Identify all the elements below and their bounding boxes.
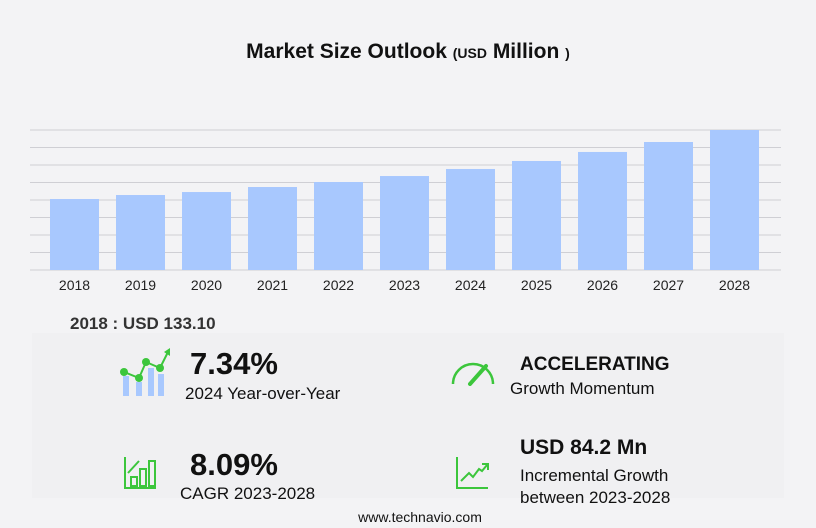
chart-title: Market Size Outlook (USD Million ) [0, 40, 816, 64]
cagr-label: CAGR 2023-2028 [180, 484, 316, 503]
x-tick-label: 2020 [191, 277, 222, 293]
title-paren: ) [565, 45, 570, 61]
bar-2023 [380, 176, 429, 270]
x-tick-label: 2018 [59, 277, 90, 293]
speedometer-icon [451, 362, 495, 386]
incremental-period: between 2023-2028 [520, 488, 671, 507]
x-tick-label: 2026 [587, 277, 618, 293]
x-tick-label: 2022 [323, 277, 354, 293]
incremental-value: USD 84.2 Mn [520, 436, 648, 459]
title-main: Market Size Outlook [246, 40, 447, 63]
bar-chart: 2018 2019 2020 2021 2022 2023 2024 2025 2026 2027… [30, 129, 781, 293]
title-unit: USD [457, 45, 487, 61]
title-rest: Million [492, 40, 560, 63]
title-paren: ( [452, 45, 458, 61]
bar-2020 [182, 192, 231, 270]
cagr-value: 8.09% [190, 447, 278, 482]
bar-2019 [116, 195, 165, 270]
x-tick-label: 2019 [125, 277, 156, 293]
yoy-chart-icon [120, 348, 170, 396]
stats-panel [32, 333, 784, 498]
bar-2025 [512, 160, 561, 270]
x-tick-label: 2024 [455, 277, 486, 293]
bar-2027 [644, 142, 693, 270]
x-tick-label: 2027 [653, 277, 684, 293]
bar-2021 [248, 187, 297, 270]
bar-2018 [50, 199, 99, 270]
x-tick-label: 2025 [521, 277, 552, 293]
base-value: 2018 : USD 133.10 [70, 314, 216, 333]
x-tick-label: 2028 [719, 277, 750, 293]
cagr-bars-icon [124, 457, 156, 489]
growth-line-icon [456, 457, 489, 489]
yoy-value: 7.34% [190, 346, 278, 381]
footer-url[interactable]: www.technavio.com [358, 509, 482, 525]
x-tick-label: 2021 [257, 277, 288, 293]
incremental-label: Incremental Growth [520, 466, 669, 485]
bar-2022 [314, 182, 363, 270]
bar-2024 [446, 168, 495, 270]
yoy-label: 2024 Year-over-Year [185, 384, 341, 403]
bar-2028 [710, 130, 759, 270]
momentum-label: Growth Momentum [510, 379, 655, 398]
x-tick-label: 2023 [389, 277, 420, 293]
momentum-value: ACCELERATING [520, 354, 670, 375]
bar-2026 [578, 151, 627, 270]
